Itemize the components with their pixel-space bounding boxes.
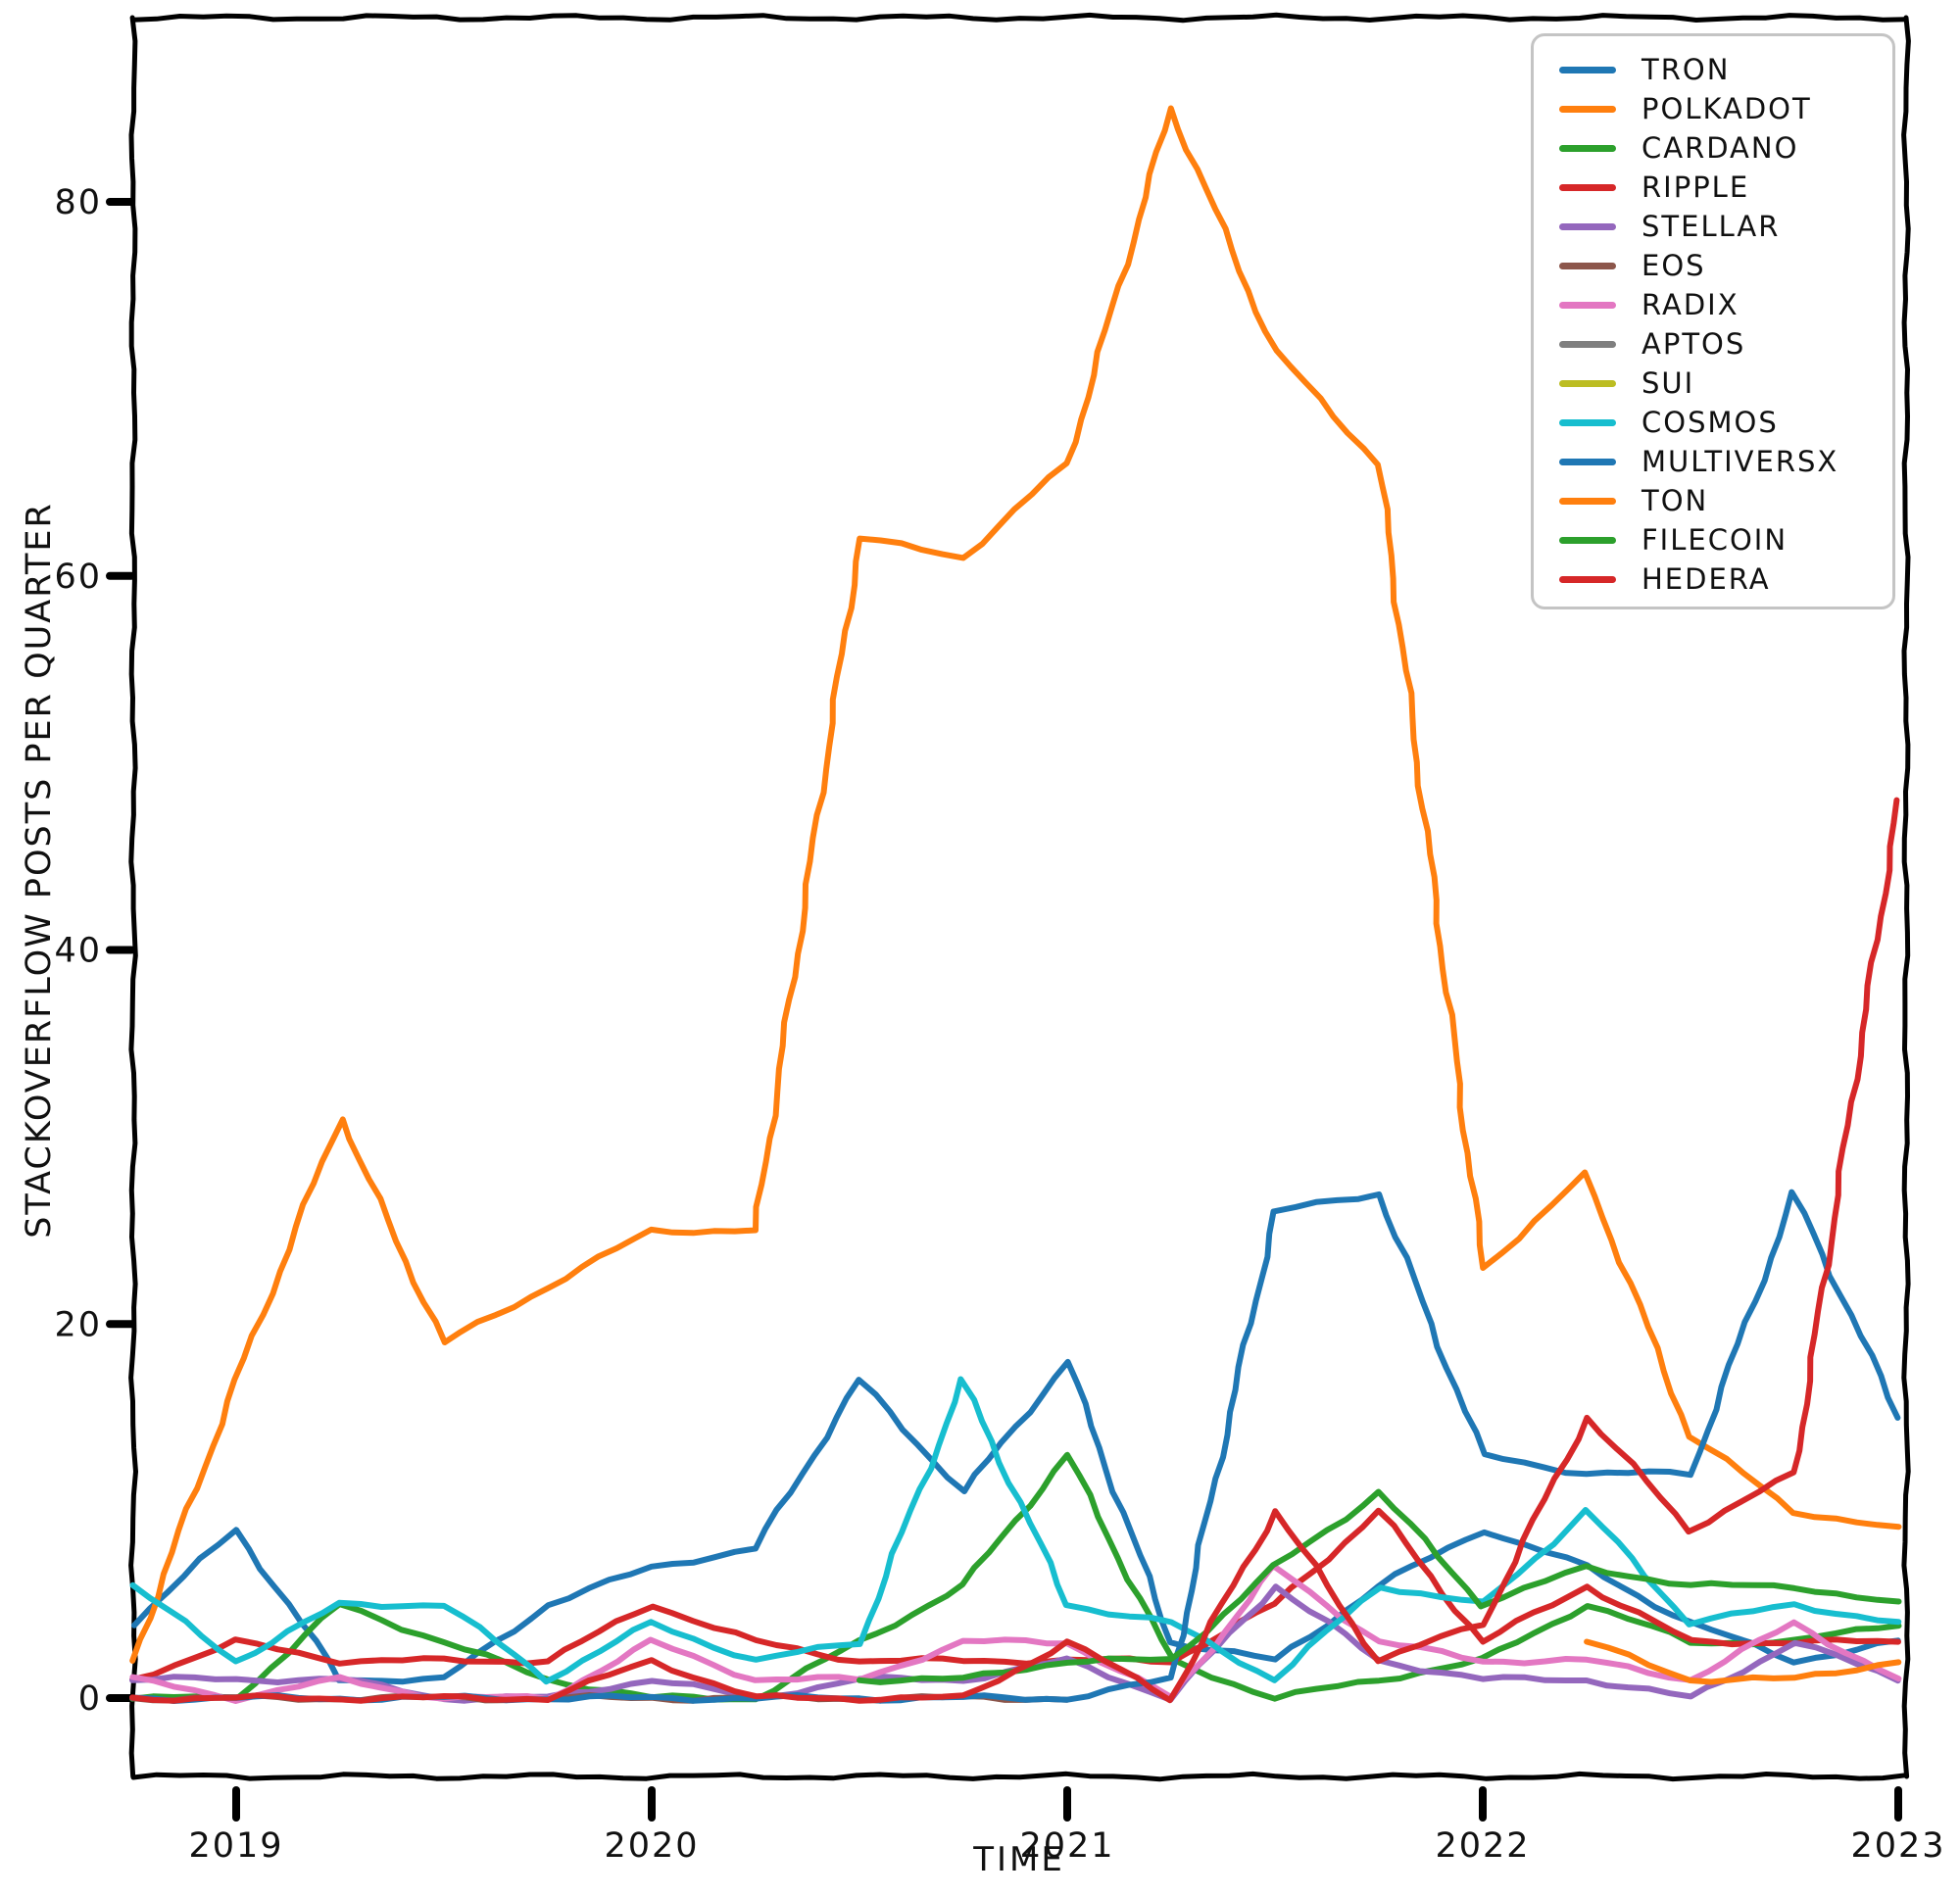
legend-label: HEDERA bbox=[1642, 562, 1771, 596]
legend-swatch bbox=[1559, 379, 1616, 387]
legend: TRON POLKADOT CARDANO RIPPLE STELLAR EOS RADIX… bbox=[1531, 33, 1895, 609]
legend-label: EOS bbox=[1642, 249, 1706, 282]
legend-item: COSMOS bbox=[1559, 403, 1892, 442]
legend-label: COSMOS bbox=[1642, 406, 1779, 439]
legend-item: HEDERA bbox=[1559, 559, 1892, 599]
series-line-tron bbox=[131, 1358, 1901, 1685]
bottom-spine bbox=[130, 1771, 1909, 1782]
legend-swatch bbox=[1559, 575, 1616, 583]
x-tick-label: 2019 bbox=[188, 1826, 283, 1866]
legend-label: STELLAR bbox=[1642, 210, 1781, 243]
legend-label: MULTIVERSX bbox=[1642, 445, 1839, 478]
legend-label: RIPPLE bbox=[1642, 170, 1750, 204]
axis-tick-labels: 2019 2020 2021 2022 2023 0 20 40 60 80 bbox=[54, 183, 1945, 1866]
y-axis-label: STACKOVERFLOW POSTS PER QUARTER bbox=[20, 502, 59, 1239]
x-tick-label: 2022 bbox=[1435, 1826, 1530, 1866]
y-tick-label: 20 bbox=[54, 1305, 102, 1344]
x-tick-label: 2021 bbox=[1019, 1826, 1114, 1866]
legend-swatch bbox=[1559, 66, 1616, 73]
y-tick-label: 80 bbox=[54, 183, 102, 222]
top-spine bbox=[130, 12, 1909, 24]
legend-item: TON bbox=[1559, 481, 1892, 520]
legend-label: CARDANO bbox=[1642, 131, 1799, 165]
legend-item: TRON bbox=[1559, 50, 1892, 89]
legend-swatch bbox=[1559, 144, 1616, 152]
legend-label: FILECOIN bbox=[1642, 523, 1788, 557]
legend-label: SUI bbox=[1642, 366, 1695, 400]
series-line-filecoin bbox=[857, 1488, 1902, 1685]
series-lines bbox=[129, 105, 1902, 1704]
legend-swatch bbox=[1559, 536, 1616, 544]
x-tick-label: 2023 bbox=[1850, 1826, 1945, 1866]
legend-item: APTOS bbox=[1559, 324, 1892, 364]
legend-swatch bbox=[1559, 418, 1616, 426]
legend-label: APTOS bbox=[1642, 327, 1746, 361]
legend-swatch bbox=[1559, 340, 1616, 348]
y-tick-label: 0 bbox=[78, 1679, 102, 1719]
axis-ticks bbox=[106, 198, 1902, 1822]
plot-frame bbox=[128, 12, 1911, 1782]
legend-swatch bbox=[1559, 458, 1616, 465]
series-line-hedera bbox=[129, 797, 1900, 1704]
legend-label: TON bbox=[1642, 484, 1709, 517]
series-line-cosmos bbox=[129, 1376, 1902, 1685]
legend-swatch bbox=[1559, 262, 1616, 269]
legend-item: CARDANO bbox=[1559, 128, 1892, 168]
series-line-cardano bbox=[129, 1451, 1902, 1703]
legend-item: MULTIVERSX bbox=[1559, 442, 1892, 481]
legend-swatch bbox=[1559, 301, 1616, 309]
left-spine bbox=[128, 15, 138, 1779]
y-tick-label: 40 bbox=[54, 932, 102, 971]
legend-label: POLKADOT bbox=[1642, 92, 1812, 125]
legend-swatch bbox=[1559, 222, 1616, 230]
legend-item: STELLAR bbox=[1559, 207, 1892, 246]
right-spine bbox=[1901, 15, 1911, 1779]
legend-label: RADIX bbox=[1642, 288, 1740, 321]
legend-swatch bbox=[1559, 183, 1616, 191]
y-tick-label: 60 bbox=[54, 558, 102, 597]
legend-item: RADIX bbox=[1559, 285, 1892, 324]
legend-swatch bbox=[1559, 105, 1616, 113]
legend-item: FILECOIN bbox=[1559, 520, 1892, 559]
x-axis-label: TIME bbox=[973, 1840, 1065, 1879]
legend-item: RIPPLE bbox=[1559, 168, 1892, 207]
x-tick-label: 2020 bbox=[604, 1826, 699, 1866]
legend-swatch bbox=[1559, 497, 1616, 505]
series-line-polkadot bbox=[129, 105, 1902, 1664]
legend-item: SUI bbox=[1559, 364, 1892, 403]
legend-label: TRON bbox=[1642, 53, 1731, 86]
series-line-ton bbox=[1584, 1638, 1902, 1685]
legend-item: POLKADOT bbox=[1559, 89, 1892, 128]
legend-item: EOS bbox=[1559, 246, 1892, 285]
